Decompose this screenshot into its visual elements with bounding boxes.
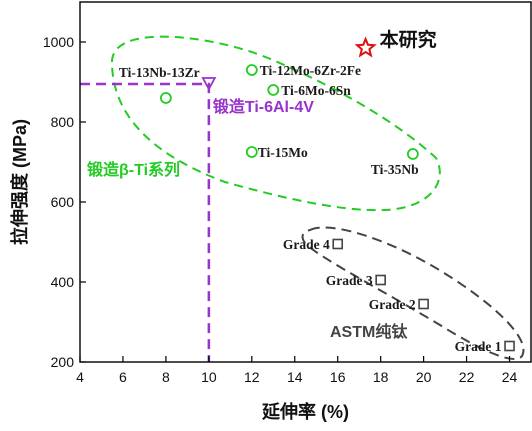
this-study-label: 本研究 — [380, 28, 437, 51]
x-tick-label: 24 — [502, 369, 518, 385]
beta-ti-point — [267, 84, 280, 96]
astm-point — [375, 274, 386, 286]
x-tick-label: 14 — [287, 369, 303, 385]
y-tick-label: 600 — [51, 194, 75, 210]
reference-lines — [80, 82, 211, 362]
astm-point-label: Grade 3 — [326, 273, 373, 288]
astm-point — [504, 340, 515, 352]
x-axis-label: 延伸率 (%) — [261, 401, 349, 422]
x-tick-label: 10 — [201, 369, 217, 385]
beta-ti-point — [245, 64, 258, 76]
beta-ti-point-label: Ti-15Mo — [258, 145, 308, 160]
beta-ti-point-label: Ti-12Mo-6Zr-2Fe — [260, 63, 361, 78]
y-tick-label: 800 — [51, 114, 75, 130]
y-tick-label: 200 — [51, 354, 75, 370]
data-labels: Ti-13Nb-13Zr Ti-12Mo-6Zr-2Fe Ti-6Mo-6Sn Ti-… — [87, 28, 502, 354]
reference-guide-line — [80, 82, 211, 362]
x-tick-label: 6 — [119, 369, 127, 385]
beta-ti-point — [160, 92, 172, 104]
astm-point-label: Grade 4 — [283, 237, 330, 252]
group-ellipses — [110, 35, 525, 361]
data-points — [160, 36, 515, 352]
y-tick-label: 400 — [51, 274, 75, 290]
beta-ti-point-label: Ti-6Mo-6Sn — [281, 83, 351, 98]
plot-frame — [79, 1, 532, 363]
beta-ti-point-label: Ti-35Nb — [371, 162, 419, 177]
astm-point-label: Grade 1 — [455, 339, 502, 354]
ti64-reference-marker — [201, 77, 217, 91]
astm-group-outline — [301, 226, 525, 361]
y-tick-label: 1000 — [43, 34, 74, 50]
astm-group-label: ASTM纯钛 — [330, 322, 408, 341]
ti64-reference-label: 锻造Ti-6Al-4V — [213, 97, 314, 116]
beta-ti-group-label: 锻造β-Ti系列 — [87, 160, 180, 179]
y-axis-label: 拉伸强度 (MPa) — [9, 119, 30, 245]
this-study-star — [354, 36, 377, 58]
beta-ti-point — [245, 146, 258, 158]
x-tick-label: 4 — [76, 369, 84, 385]
beta-ti-group-outline — [110, 35, 441, 212]
x-axis-ticks: 4 6 8 10 12 14 16 18 20 22 24 — [76, 356, 518, 385]
x-tick-label: 22 — [459, 369, 475, 385]
axes — [79, 1, 532, 363]
y-axis-ticks: 200 400 600 800 1000 — [43, 34, 86, 370]
x-tick-label: 20 — [416, 369, 432, 385]
beta-ti-point-label: Ti-13Nb-13Zr — [119, 65, 200, 80]
x-tick-label: 18 — [373, 369, 389, 385]
astm-point-label: Grade 2 — [369, 297, 416, 312]
x-tick-label: 16 — [330, 369, 346, 385]
astm-point — [418, 298, 429, 310]
x-tick-label: 12 — [244, 369, 260, 385]
astm-point — [332, 238, 344, 250]
x-tick-label: 8 — [162, 369, 170, 385]
beta-ti-point — [406, 148, 419, 160]
